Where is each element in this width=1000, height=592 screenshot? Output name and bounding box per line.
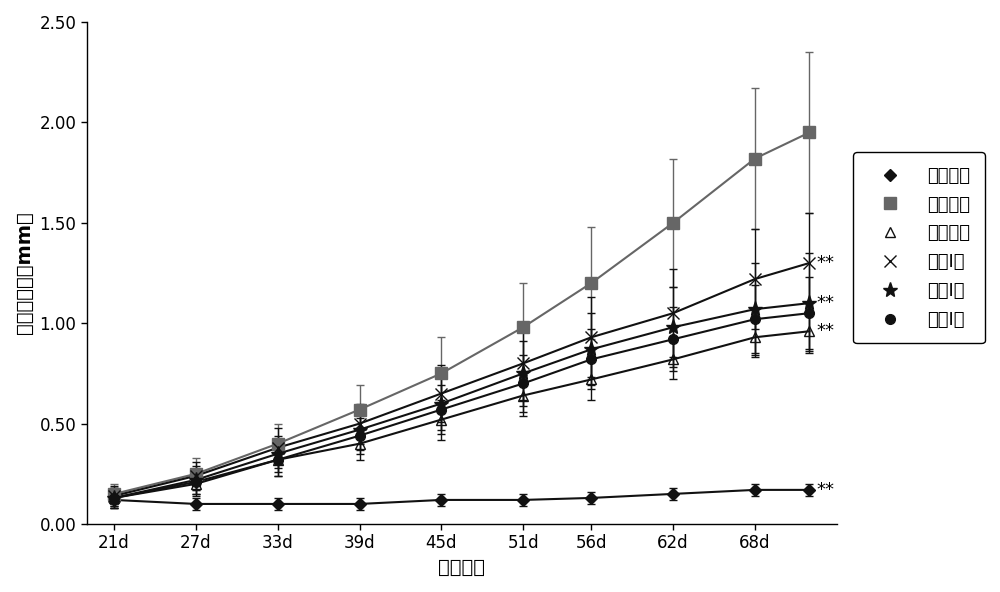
- 多肽I中: [108, 494, 120, 501]
- 多肽I高: [667, 310, 679, 317]
- Y-axis label: 足爺说胀度（mm）: 足爺说胀度（mm）: [15, 211, 34, 334]
- 多肽I低: [354, 432, 366, 439]
- 正常对照: [667, 490, 679, 497]
- 多肽I低: [435, 406, 447, 413]
- 多肽I低: [190, 478, 202, 485]
- 正常对照: [803, 487, 815, 494]
- 模型对照: [517, 324, 529, 331]
- Line: 多肽I低: 多肽I低: [109, 308, 814, 503]
- 多肽I低: [749, 316, 761, 323]
- 正常对照: [272, 500, 284, 507]
- Text: **: **: [816, 294, 834, 312]
- 多肽I低: [108, 494, 120, 501]
- 多肽I低: [585, 356, 597, 363]
- 多肽I中: [435, 400, 447, 407]
- 阳性对照: [272, 456, 284, 464]
- Line: 正常对照: 正常对照: [110, 485, 814, 508]
- 阳性对照: [517, 392, 529, 399]
- 阳性对照: [667, 356, 679, 363]
- 多肽I低: [272, 456, 284, 464]
- 阳性对照: [803, 328, 815, 335]
- 多肽I中: [749, 305, 761, 313]
- 阳性对照: [190, 480, 202, 487]
- 多肽I中: [272, 450, 284, 457]
- 模型对照: [667, 219, 679, 226]
- 多肽I高: [354, 420, 366, 427]
- Legend: 正常对照, 模型对照, 阳性对照, 多肽I高, 多肽I中, 多肽I低: 正常对照, 模型对照, 阳性对照, 多肽I高, 多肽I中, 多肽I低: [853, 152, 985, 343]
- 多肽I高: [585, 334, 597, 341]
- 多肽I中: [803, 300, 815, 307]
- 多肽I中: [517, 370, 529, 377]
- 模型对照: [190, 470, 202, 477]
- 多肽I高: [272, 444, 284, 451]
- Line: 多肽I高: 多肽I高: [108, 257, 816, 502]
- 阳性对照: [108, 494, 120, 501]
- 多肽I高: [749, 275, 761, 282]
- 多肽I中: [354, 426, 366, 433]
- 多肽I中: [667, 324, 679, 331]
- 阳性对照: [354, 440, 366, 447]
- 多肽I高: [108, 493, 120, 500]
- 阳性对照: [585, 376, 597, 383]
- 多肽I中: [585, 346, 597, 353]
- 模型对照: [435, 370, 447, 377]
- 正常对照: [354, 500, 366, 507]
- 正常对照: [517, 496, 529, 503]
- 正常对照: [585, 494, 597, 501]
- 多肽I高: [517, 360, 529, 367]
- 多肽I高: [435, 390, 447, 397]
- 多肽I低: [803, 310, 815, 317]
- 正常对照: [749, 487, 761, 494]
- Line: 阳性对照: 阳性对照: [109, 326, 814, 503]
- 模型对照: [585, 279, 597, 287]
- 多肽I低: [517, 380, 529, 387]
- 模型对照: [803, 129, 815, 136]
- Text: **: **: [816, 322, 834, 340]
- 模型对照: [354, 406, 366, 413]
- 多肽I低: [667, 336, 679, 343]
- 正常对照: [190, 500, 202, 507]
- 模型对照: [108, 490, 120, 497]
- X-axis label: 造模天数: 造模天数: [438, 558, 485, 577]
- Text: **: **: [816, 254, 834, 272]
- Text: **: **: [816, 481, 834, 499]
- Line: 多肽I中: 多肽I中: [106, 295, 817, 506]
- 模型对照: [749, 155, 761, 162]
- 多肽I高: [803, 259, 815, 266]
- 多肽I中: [190, 477, 202, 484]
- 多肽I高: [190, 472, 202, 480]
- 模型对照: [272, 440, 284, 447]
- 正常对照: [108, 496, 120, 503]
- 阳性对照: [435, 416, 447, 423]
- Line: 模型对照: 模型对照: [109, 127, 815, 500]
- 阳性对照: [749, 334, 761, 341]
- 正常对照: [435, 496, 447, 503]
